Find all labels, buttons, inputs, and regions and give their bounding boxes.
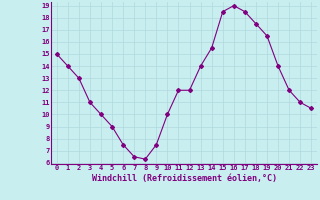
- X-axis label: Windchill (Refroidissement éolien,°C): Windchill (Refroidissement éolien,°C): [92, 174, 276, 183]
